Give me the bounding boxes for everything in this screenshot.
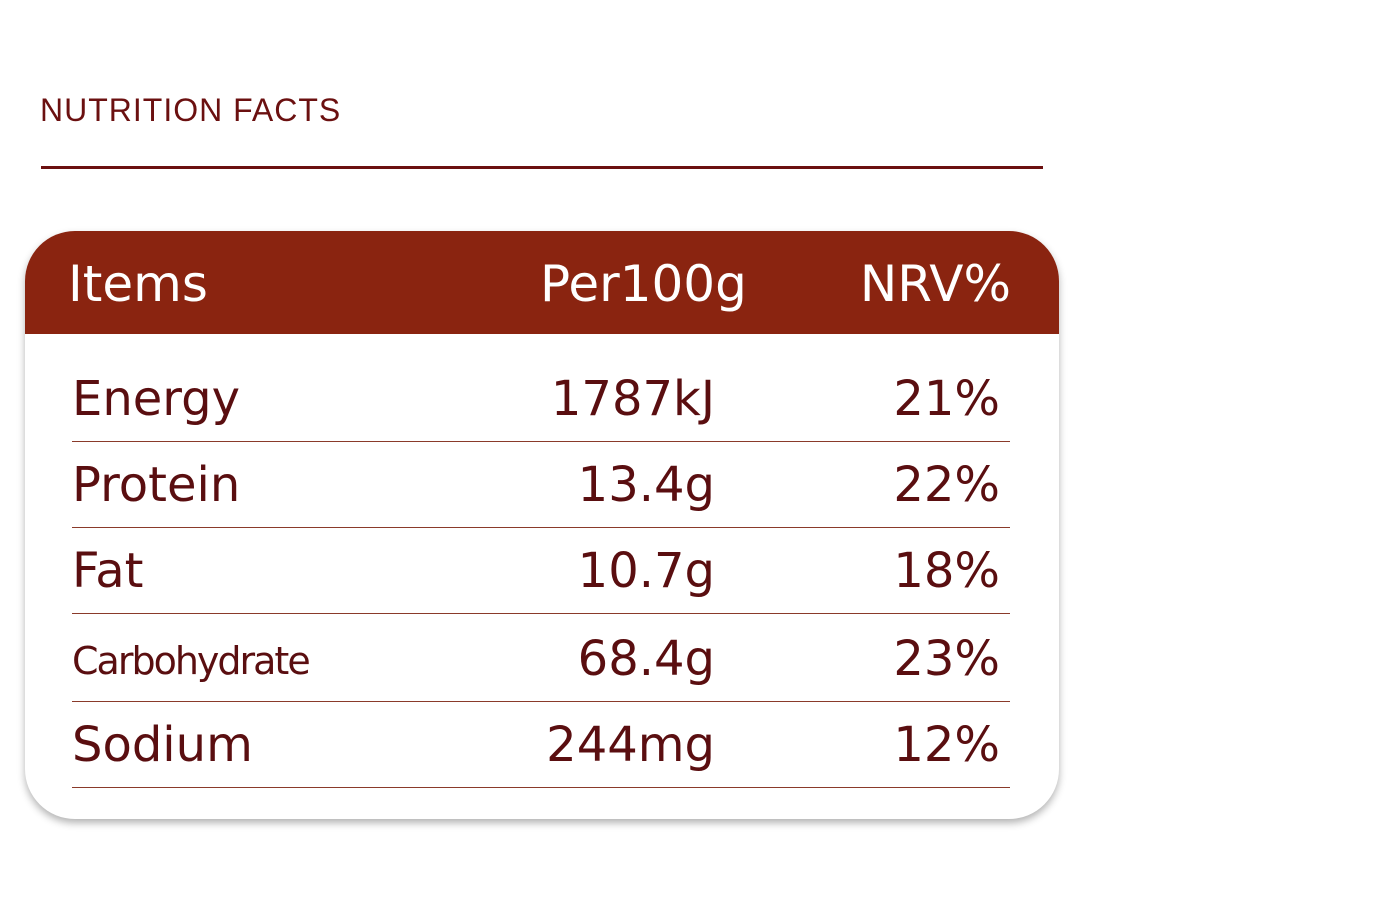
table-header: Items Per100g NRV% — [25, 231, 1059, 334]
table-row: Sodium 244mg 12% — [72, 701, 1010, 788]
column-header: Items — [68, 255, 208, 313]
table-row: Energy 1787kJ 21% — [72, 355, 1010, 442]
table-cell: Protein — [72, 457, 241, 513]
title: NUTRITION FACTS — [40, 92, 342, 128]
table-row: Protein 13.4g 22% — [72, 441, 1010, 528]
divider — [41, 166, 1043, 169]
column-header: Per100g — [540, 255, 747, 313]
nutrition-table: Items Per100g NRV% Energy 1787kJ 21% Protei… — [25, 231, 1059, 819]
table-cell: 22% — [893, 457, 1000, 513]
table-cell: 10.7g — [577, 543, 715, 599]
table-cell: Energy — [72, 371, 241, 427]
column-header: NRV% — [859, 255, 1011, 313]
table-row: Fat 10.7g 18% — [72, 527, 1010, 614]
table-row: Carbohydrate 68.4g 23% — [72, 615, 1010, 702]
table-cell: 18% — [893, 543, 1000, 599]
table-cell: 68.4g — [577, 631, 715, 687]
table-cell: Sodium — [72, 717, 253, 773]
table-cell: 23% — [893, 631, 1000, 687]
table-cell: 21% — [893, 371, 1000, 427]
table-cell: Fat — [72, 543, 144, 599]
table-cell: 1787kJ — [550, 371, 715, 427]
table-cell: 12% — [893, 717, 1000, 773]
table-cell: Carbohydrate — [72, 639, 311, 683]
table-cell: 13.4g — [577, 457, 715, 513]
table-cell: 244mg — [546, 717, 715, 773]
